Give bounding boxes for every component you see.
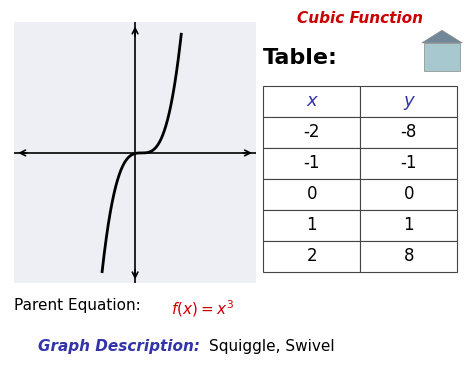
Text: $\it{f(x) = x}$$^{\,3}$: $\it{f(x) = x}$$^{\,3}$ [171,298,235,319]
Text: 1: 1 [403,216,414,234]
Text: 8: 8 [403,247,414,265]
Text: 0: 0 [306,185,317,203]
Text: 2: 2 [306,247,317,265]
Text: x: x [306,92,317,110]
Text: -2: -2 [303,123,320,141]
Text: Squiggle, Swivel: Squiggle, Swivel [209,339,334,354]
Text: Table:: Table: [263,48,338,69]
Text: -8: -8 [401,123,417,141]
Text: -1: -1 [401,154,417,172]
Text: 0: 0 [403,185,414,203]
Text: Cubic Function: Cubic Function [297,11,423,26]
Text: Graph Description:: Graph Description: [38,339,205,354]
Text: -1: -1 [303,154,320,172]
Text: 1: 1 [306,216,317,234]
Text: Parent Equation:: Parent Equation: [14,298,146,313]
Text: y: y [403,92,414,110]
